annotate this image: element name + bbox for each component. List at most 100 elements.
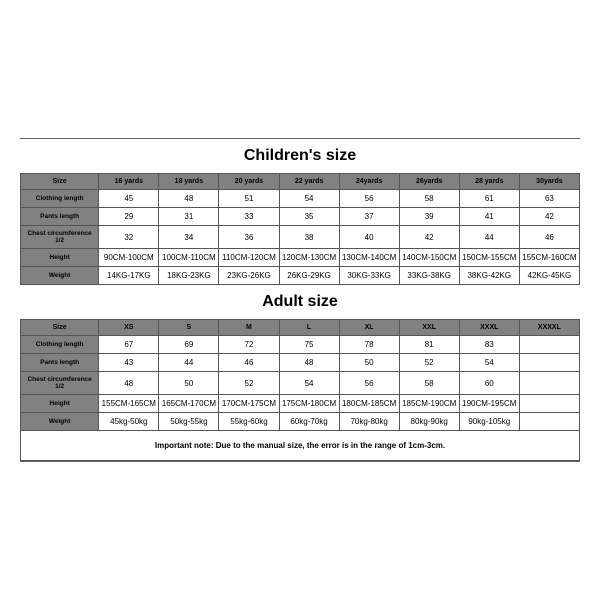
cell: 90CM-100CM: [99, 249, 159, 267]
table-row: Weight 14KG-17KG 18KG-23KG 23KG-26KG 26K…: [21, 267, 580, 285]
col-header: M: [219, 320, 279, 336]
cell: 48: [99, 372, 159, 395]
cell: 38KG-42KG: [459, 267, 519, 285]
col-header: XL: [339, 320, 399, 336]
cell: [519, 372, 579, 395]
cell: 155CM-160CM: [519, 249, 579, 267]
row-label: Weight: [21, 267, 99, 285]
row-label: Pants length: [21, 354, 99, 372]
cell: 33KG-38KG: [399, 267, 459, 285]
cell: 100CM-110CM: [159, 249, 219, 267]
cell: 48: [279, 354, 339, 372]
cell: 150CM-155CM: [459, 249, 519, 267]
cell: [519, 336, 579, 354]
cell: 36: [219, 226, 279, 249]
col-header: 24yards: [339, 174, 399, 190]
col-header: XXXXL: [519, 320, 579, 336]
cell: 44: [459, 226, 519, 249]
childrens-title: Children's size: [21, 139, 580, 174]
cell: 54: [279, 372, 339, 395]
cell: 60kg-70kg: [279, 413, 339, 431]
adult-header-row: Size XS S M L XL XXL XXXL XXXXL: [21, 320, 580, 336]
cell: 40: [339, 226, 399, 249]
cell: 120CM-130CM: [279, 249, 339, 267]
table-row: Pants length 43 44 46 48 50 52 54: [21, 354, 580, 372]
cell: 70kg-80kg: [339, 413, 399, 431]
cell: 83: [459, 336, 519, 354]
cell: 37: [339, 208, 399, 226]
cell: 45kg-50kg: [99, 413, 159, 431]
cell: 67: [99, 336, 159, 354]
cell: 51: [219, 190, 279, 208]
cell: 56: [339, 372, 399, 395]
cell: 50: [339, 354, 399, 372]
table-row: Height 90CM-100CM 100CM-110CM 110CM-120C…: [21, 249, 580, 267]
row-label: Height: [21, 395, 99, 413]
cell: 54: [279, 190, 339, 208]
cell: 170CM-175CM: [219, 395, 279, 413]
table-row: Chest circumference 1/2 32 34 36 38 40 4…: [21, 226, 580, 249]
cell: 45: [99, 190, 159, 208]
cell: 130CM-140CM: [339, 249, 399, 267]
adult-title: Adult size: [21, 285, 580, 320]
cell: 81: [399, 336, 459, 354]
cell: 32: [99, 226, 159, 249]
cell: 140CM-150CM: [399, 249, 459, 267]
cell: 42: [399, 226, 459, 249]
row-label: Clothing length: [21, 190, 99, 208]
cell: 23KG-26KG: [219, 267, 279, 285]
cell: 90kg-105kg: [459, 413, 519, 431]
col-header: L: [279, 320, 339, 336]
cell: 110CM-120CM: [219, 249, 279, 267]
col-header: XS: [99, 320, 159, 336]
row-label: Pants length: [21, 208, 99, 226]
row-label: Weight: [21, 413, 99, 431]
cell: 14KG-17KG: [99, 267, 159, 285]
table-row: Chest circumference 1/2 48 50 52 54 56 5…: [21, 372, 580, 395]
cell: 31: [159, 208, 219, 226]
col-header: 28 yards: [459, 174, 519, 190]
cell: 175CM-180CM: [279, 395, 339, 413]
cell: 30KG-33KG: [339, 267, 399, 285]
table-row: Pants length 29 31 33 35 37 39 41 42: [21, 208, 580, 226]
cell: 50kg-55kg: [159, 413, 219, 431]
cell: 52: [399, 354, 459, 372]
cell: 78: [339, 336, 399, 354]
note-row: Important note: Due to the manual size, …: [21, 431, 580, 461]
cell: 55kg-60kg: [219, 413, 279, 431]
cell: 58: [399, 372, 459, 395]
col-header: 16 yards: [99, 174, 159, 190]
table-row: Height 155CM-165CM 165CM-170CM 170CM-175…: [21, 395, 580, 413]
col-header: 30yards: [519, 174, 579, 190]
table-row: Clothing length 45 48 51 54 56 58 61 63: [21, 190, 580, 208]
col-header: 20 yards: [219, 174, 279, 190]
cell: 155CM-165CM: [99, 395, 159, 413]
cell: 56: [339, 190, 399, 208]
col-header: XXXL: [459, 320, 519, 336]
cell: 33: [219, 208, 279, 226]
cell: 26KG-29KG: [279, 267, 339, 285]
cell: 43: [99, 354, 159, 372]
col-header: XXL: [399, 320, 459, 336]
cell: 75: [279, 336, 339, 354]
cell: 48: [159, 190, 219, 208]
important-note: Important note: Due to the manual size, …: [21, 431, 580, 461]
cell: 58: [399, 190, 459, 208]
cell: 180CM-185CM: [339, 395, 399, 413]
cell: 42KG-45KG: [519, 267, 579, 285]
cell: 190CM-195CM: [459, 395, 519, 413]
row-label: Height: [21, 249, 99, 267]
cell: 185CM-190CM: [399, 395, 459, 413]
size-label: Size: [21, 320, 99, 336]
cell: 18KG-23KG: [159, 267, 219, 285]
size-label: Size: [21, 174, 99, 190]
cell: 54: [459, 354, 519, 372]
col-header: 26yards: [399, 174, 459, 190]
col-header: S: [159, 320, 219, 336]
adult-size-table: Adult size Size XS S M L XL XXL XXXL XXX…: [20, 285, 580, 461]
cell: 38: [279, 226, 339, 249]
cell: 61: [459, 190, 519, 208]
cell: 60: [459, 372, 519, 395]
table-row: Clothing length 67 69 72 75 78 81 83: [21, 336, 580, 354]
cell: 69: [159, 336, 219, 354]
